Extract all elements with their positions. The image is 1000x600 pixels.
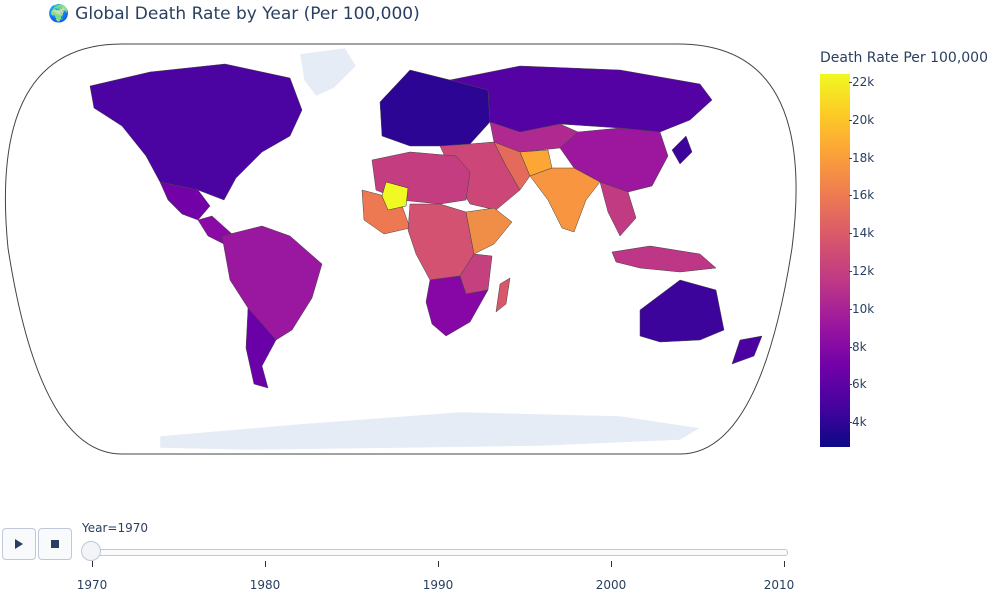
region-japan[interactable] [671,135,693,165]
colorbar-tick: 6k [849,377,867,391]
region-madagascar[interactable] [495,277,511,313]
globe-icon: 🌍 [48,4,70,24]
colorbar-tick: 12k [848,264,875,278]
slider-tick [784,561,785,567]
play-icon [15,539,23,549]
slider-tick [92,561,93,567]
colorbar-tick: 22k [848,75,875,89]
year-slider-rail[interactable] [86,549,788,556]
region-argentina[interactable] [245,307,277,389]
colorbar-tick: 16k [848,188,875,202]
world-map [4,43,797,455]
region-greenland[interactable] [299,47,357,97]
colorbar-tick: 8k [849,340,867,354]
region-india[interactable] [529,167,601,233]
slider-tick-label[interactable]: 1980 [249,578,281,592]
region-south-america[interactable] [221,225,323,341]
play-button[interactable] [2,528,36,560]
stop-button[interactable] [38,528,72,560]
colorbar [820,74,850,447]
region-north-america[interactable] [89,63,303,201]
region-southeast-asia[interactable] [599,181,637,237]
colorbar-title: Death Rate Per 100,000 [820,50,988,66]
colorbar-tick: 10k [848,302,875,316]
chart-title: 🌍 Global Death Rate by Year (Per 100,000) [48,4,420,24]
region-antarctica[interactable] [159,411,701,451]
region-mali[interactable] [381,181,409,211]
colorbar-tick: 14k [848,226,875,240]
colorbar-tick: 18k [848,151,875,165]
region-new-zealand[interactable] [731,335,763,365]
slider-tick-label[interactable]: 2000 [595,578,627,592]
colorbar-tick: 4k [849,415,867,429]
region-europe[interactable] [379,69,491,147]
slider-tick-label[interactable]: 2010 [763,578,795,592]
slider-tick [438,561,439,567]
current-year-label: Year=1970 [82,521,148,535]
year-slider-handle[interactable] [81,541,101,561]
region-indonesia[interactable] [611,245,717,273]
slider-tick-label[interactable]: 1970 [76,578,108,592]
stop-icon [51,540,59,548]
slider-tick-label[interactable]: 1990 [422,578,454,592]
region-ethiopia[interactable] [465,207,513,255]
slider-tick [265,561,266,567]
region-southern-africa[interactable] [425,275,489,337]
region-australia[interactable] [639,279,725,343]
region-iran[interactable] [493,141,531,191]
colorbar-tick: 20k [848,113,875,127]
chart-title-text: Global Death Rate by Year (Per 100,000) [75,4,420,24]
slider-tick [611,561,612,567]
